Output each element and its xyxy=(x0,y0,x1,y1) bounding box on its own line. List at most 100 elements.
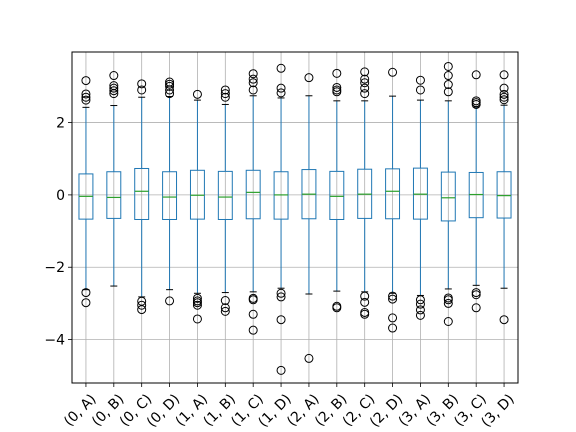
flier-point xyxy=(332,303,342,313)
flier-point xyxy=(137,79,147,89)
flier-point xyxy=(388,67,398,77)
flier-point xyxy=(360,83,370,93)
box-iqr xyxy=(162,171,178,220)
flier-point xyxy=(220,306,230,316)
flier-point xyxy=(415,295,425,305)
flier-point xyxy=(360,78,370,88)
flier-point xyxy=(499,89,509,99)
flier-point xyxy=(192,300,202,310)
flier-point xyxy=(137,300,147,310)
box-3 xyxy=(162,77,178,306)
box-5 xyxy=(217,85,233,316)
flier-point xyxy=(137,85,147,95)
flier-point xyxy=(81,288,91,298)
flier-point xyxy=(109,71,119,81)
flier-point xyxy=(81,89,91,99)
flier-point xyxy=(81,92,91,102)
box-8 xyxy=(301,73,317,363)
flier-point xyxy=(109,83,119,93)
flier-point xyxy=(443,317,453,327)
flier-point xyxy=(220,296,230,306)
flier-point xyxy=(499,95,509,105)
flier-point xyxy=(332,68,342,78)
flier-point xyxy=(192,314,202,324)
flier-point xyxy=(165,85,175,95)
flier-point xyxy=(248,85,258,95)
box-iqr xyxy=(134,167,150,220)
flier-point xyxy=(388,323,398,333)
flier-point xyxy=(443,298,453,308)
box-iqr xyxy=(440,171,456,222)
box-4 xyxy=(189,89,205,324)
flier-point xyxy=(360,74,370,84)
flier-point xyxy=(388,291,398,301)
y-tick-label: −2 xyxy=(44,260,65,276)
flier-point xyxy=(415,299,425,309)
flier-point xyxy=(248,78,258,88)
flier-point xyxy=(109,89,119,99)
flier-point xyxy=(276,315,286,325)
flier-point xyxy=(276,292,286,302)
flier-point xyxy=(360,297,370,307)
y-tick-label: 2 xyxy=(56,116,65,132)
box-iqr xyxy=(245,169,261,220)
box-12 xyxy=(412,75,428,320)
box-10 xyxy=(357,67,373,319)
box-0 xyxy=(78,76,94,308)
flier-point xyxy=(388,294,398,304)
flier-point xyxy=(248,309,258,319)
box-11 xyxy=(385,67,401,333)
flier-point xyxy=(137,305,147,315)
box-7 xyxy=(273,63,289,375)
box-iqr xyxy=(329,170,345,220)
flier-point xyxy=(443,295,453,305)
flier-point xyxy=(415,305,425,315)
flier-point xyxy=(471,303,481,313)
flier-point xyxy=(415,310,425,320)
flier-point xyxy=(248,69,258,79)
flier-point xyxy=(499,70,509,80)
box-iqr xyxy=(217,170,233,220)
flier-point xyxy=(499,92,509,102)
box-9 xyxy=(329,68,345,313)
box-iqr xyxy=(106,171,122,219)
box-1 xyxy=(106,71,122,287)
flier-point xyxy=(471,99,481,109)
flier-point xyxy=(360,89,370,99)
flier-point xyxy=(165,89,175,99)
flier-point xyxy=(220,303,230,313)
flier-point xyxy=(248,295,258,305)
flier-point xyxy=(332,87,342,97)
flier-point xyxy=(276,288,286,298)
flier-point xyxy=(276,88,286,98)
flier-point xyxy=(192,293,202,303)
box-15 xyxy=(496,70,512,325)
flier-point xyxy=(415,75,425,85)
flier-point xyxy=(109,86,119,96)
flier-point xyxy=(248,325,258,335)
flier-point xyxy=(165,296,175,306)
flier-point xyxy=(304,73,314,83)
flier-point xyxy=(443,71,453,81)
flier-point xyxy=(192,89,202,99)
boxes-layer xyxy=(78,61,512,375)
flier-point xyxy=(499,315,509,325)
flier-point xyxy=(388,313,398,323)
y-tick-label: −4 xyxy=(44,333,65,349)
flier-point xyxy=(415,85,425,95)
box-14 xyxy=(468,70,484,313)
box-13 xyxy=(440,61,456,327)
flier-point xyxy=(471,70,481,80)
grid-lines xyxy=(72,52,518,383)
flier-point xyxy=(81,76,91,86)
flier-point xyxy=(499,83,509,93)
flier-point xyxy=(165,79,175,89)
flier-point xyxy=(443,87,453,97)
flier-point xyxy=(276,365,286,375)
flier-point xyxy=(165,81,175,91)
flier-point xyxy=(360,67,370,77)
flier-point xyxy=(304,353,314,363)
flier-point xyxy=(276,63,286,73)
flier-point xyxy=(220,85,230,95)
